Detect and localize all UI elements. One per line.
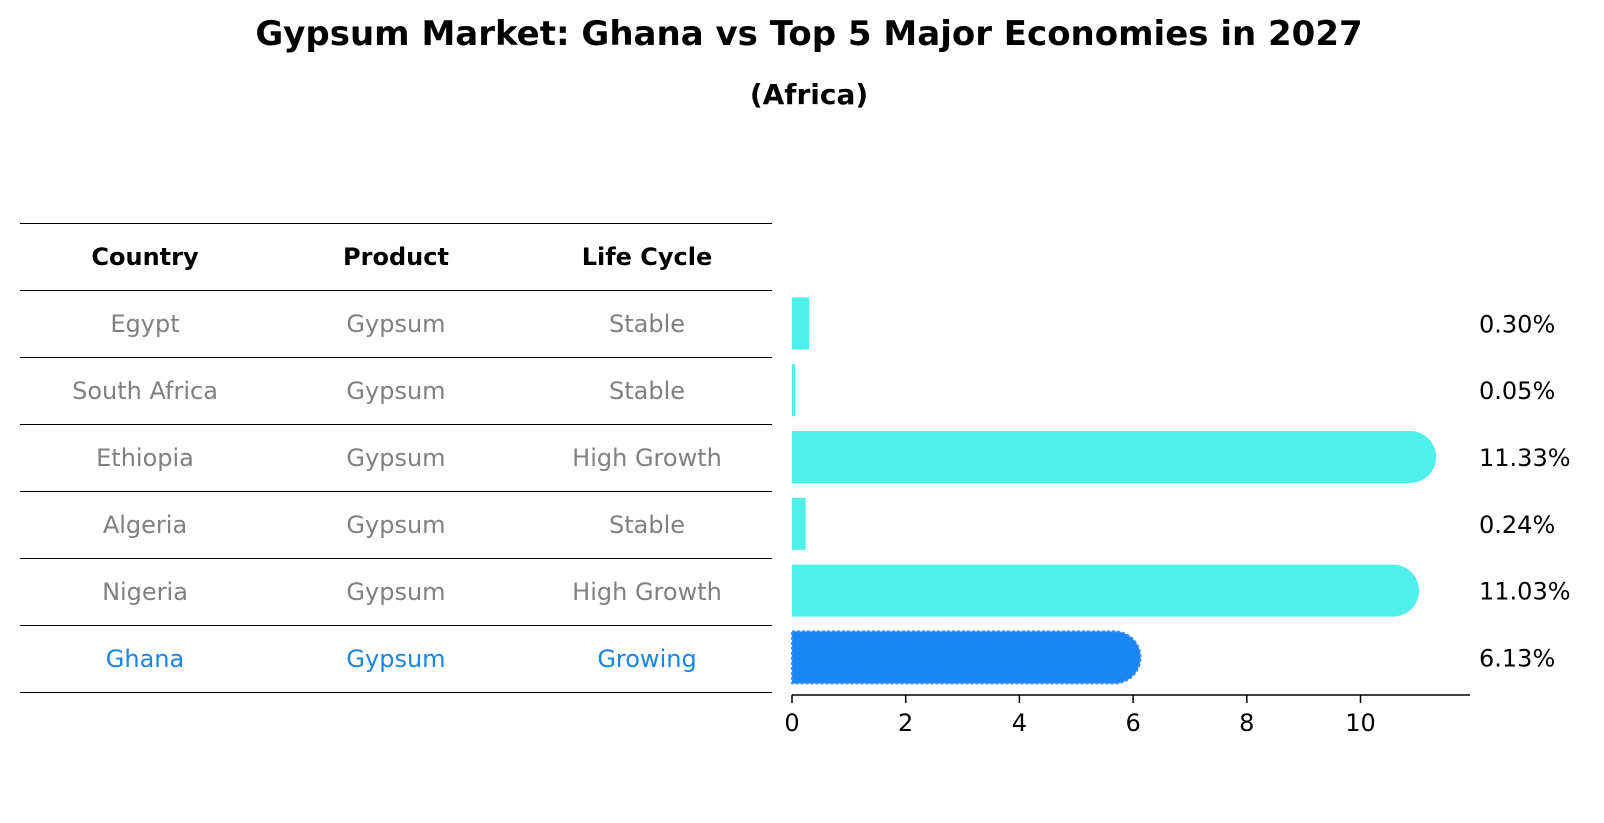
cell-product: Gypsum xyxy=(346,444,446,472)
x-tick-label: 2 xyxy=(898,709,913,737)
bar-nigeria xyxy=(792,564,1420,617)
cell-product: Gypsum xyxy=(346,377,446,405)
column-header-country: Country xyxy=(91,243,199,271)
bar-ethiopia xyxy=(792,431,1437,483)
cell-product: Gypsum xyxy=(346,645,446,673)
cell-life-cycle: High Growth xyxy=(572,444,722,472)
value-label-south-africa: 0.05% xyxy=(1479,377,1555,405)
cell-product: Gypsum xyxy=(346,578,446,606)
value-label-nigeria: 11.03% xyxy=(1479,578,1571,606)
table-header-row: Country Product Life Cycle xyxy=(20,223,772,290)
bar-south-africa xyxy=(792,364,795,417)
value-label-ghana: 6.13% xyxy=(1479,644,1555,672)
cell-country: Algeria xyxy=(102,511,188,539)
x-tick-label: 10 xyxy=(1345,709,1376,737)
table-row: Egypt Gypsum Stable xyxy=(20,290,772,357)
cell-country: Ghana xyxy=(105,645,185,673)
cell-country: Egypt xyxy=(110,310,180,338)
chart-title: Gypsum Market: Ghana vs Top 5 Major Econ… xyxy=(255,14,1363,54)
cell-life-cycle: Growing xyxy=(597,645,697,673)
cell-country: Nigeria xyxy=(102,578,188,606)
x-tick-label: 6 xyxy=(1125,709,1140,737)
column-header-product: Product xyxy=(343,243,449,271)
cell-country: Ethiopia xyxy=(96,444,194,472)
table-row: South Africa Gypsum Stable xyxy=(20,357,772,424)
cell-product: Gypsum xyxy=(346,310,446,338)
table-row: Ethiopia Gypsum High Growth xyxy=(20,424,772,491)
bar-ghana xyxy=(791,630,1142,685)
bar-egypt xyxy=(792,297,810,350)
table-row: Algeria Gypsum Stable xyxy=(20,491,772,558)
value-label-egypt: 0.30% xyxy=(1479,310,1555,338)
country-table: Country Product Life Cycle Egypt Gypsum … xyxy=(20,223,772,693)
cell-life-cycle: Stable xyxy=(608,310,686,338)
value-label-algeria: 0.24% xyxy=(1479,511,1555,539)
column-header-life-cycle: Life Cycle xyxy=(581,243,713,271)
x-tick-label: 8 xyxy=(1239,709,1254,737)
cell-product: Gypsum xyxy=(346,511,446,539)
table-row-highlighted: Ghana Gypsum Growing xyxy=(20,625,772,693)
bar-algeria xyxy=(792,497,806,550)
table-row: Nigeria Gypsum High Growth xyxy=(20,558,772,625)
cell-life-cycle: High Growth xyxy=(572,578,722,606)
value-label-ethiopia: 11.33% xyxy=(1479,444,1571,472)
chart-subtitle: (Africa) xyxy=(749,78,869,111)
cell-country: South Africa xyxy=(72,377,218,405)
x-tick-label: 4 xyxy=(1012,709,1027,737)
cell-life-cycle: Stable xyxy=(608,511,686,539)
cell-life-cycle: Stable xyxy=(608,377,686,405)
x-tick-label: 0 xyxy=(784,709,799,737)
